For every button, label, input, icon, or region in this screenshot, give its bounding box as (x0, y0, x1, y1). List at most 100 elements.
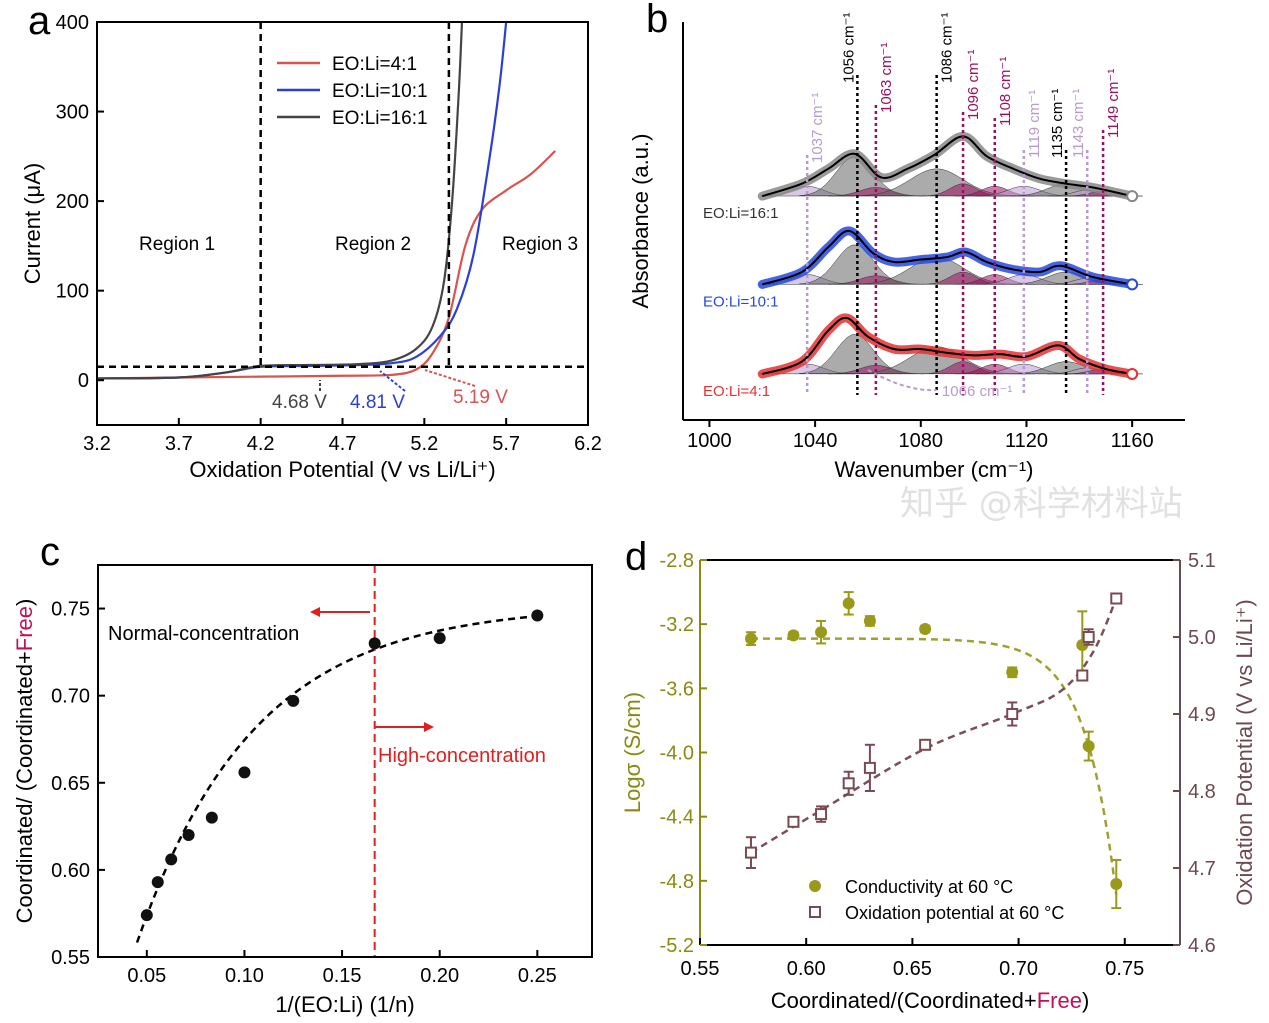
series-line-1 (96, 21, 508, 380)
y-tick-label: 0.55 (51, 947, 90, 969)
conductivity-point (863, 614, 876, 627)
x-tick-label: 0.55 (681, 958, 720, 980)
oxidation-point (815, 808, 828, 821)
x-tick-label: 1000 (687, 430, 732, 452)
x-tick-label: 5.2 (410, 433, 438, 455)
peak-label: 1119 cm⁻¹ (1026, 90, 1043, 158)
y-left-tick-label: -4.4 (660, 807, 694, 829)
conductivity-point (1110, 878, 1123, 891)
conductivity-point (1006, 666, 1019, 679)
conductivity-point (842, 597, 855, 610)
y-tick-label: 0.70 (51, 686, 90, 708)
peak-label: 1143 cm⁻¹ (1070, 89, 1087, 158)
x-tick-label: 1160 (1111, 430, 1154, 452)
legend-label: EO:Li=16:1 (332, 108, 428, 129)
onset-label: 4.68 V (272, 392, 327, 413)
legend-marker (809, 906, 821, 918)
spectrum-fit-0 (761, 316, 1133, 375)
arrowhead (424, 722, 434, 732)
y-right-tick-label: 4.8 (1188, 781, 1216, 803)
conductivity-point (815, 626, 828, 639)
conductivity-fit (750, 637, 1118, 896)
data-point (140, 909, 153, 922)
normal-concentration-label: Normal-concentration (108, 623, 299, 645)
y-left-axis-label: Logσ (S/cm) (620, 692, 645, 813)
legend-marker (809, 880, 821, 892)
onset-label: 4.81 V (350, 392, 405, 413)
y-right-tick-label: 4.6 (1188, 935, 1216, 957)
series-label: EO:Li=10:1 (703, 293, 778, 310)
y-tick-label: 400 (56, 12, 89, 34)
series-label: EO:Li=4:1 (703, 383, 770, 400)
peak-label: 1108 cm⁻¹ (997, 57, 1014, 126)
x-tick-label: 0.20 (420, 965, 459, 987)
oxidation-point (919, 738, 932, 751)
x-tick-label: 0.10 (225, 965, 264, 987)
oxidation-point (787, 815, 800, 828)
legend-label: EO:Li=10:1 (332, 81, 428, 102)
series-line-2 (96, 21, 464, 380)
conductivity-point (919, 622, 932, 635)
x-tick-label: 4.2 (247, 433, 275, 455)
y-left-tick-label: -5.2 (660, 935, 694, 957)
x-tick-label: 6.2 (574, 433, 602, 455)
x-axis-label: Wavenumber (cm⁻¹) (834, 457, 1033, 482)
panel-c: c 0.05 0.10 0.15 0.20 0.25 0.55 0.60 0.65 0.70 0.7… (12, 530, 593, 1017)
x-tick-label: 0.25 (518, 965, 557, 987)
oxidation-point (1110, 592, 1123, 605)
y-right-axis-label: Oxidation Potential (V vs Li/Li⁺) (1232, 599, 1257, 905)
oxidation-point (842, 777, 855, 790)
panel-b: b EO:Li=4:1 EO:Li=10:1 EO:Li=16:1 1037 cm⁻¹ 1… (628, 0, 1185, 482)
y-right-tick-label: 4.7 (1188, 858, 1216, 880)
annotation-arrow (424, 369, 476, 387)
x-axis-label: Oxidation Potential (V vs Li/Li⁺) (189, 457, 495, 482)
panel-label-d: d (625, 535, 647, 579)
oxidation-point (744, 846, 757, 859)
oxidation-point (1082, 631, 1095, 643)
data-point (151, 876, 164, 889)
x-tick-label: 1080 (899, 430, 944, 452)
x-tick-label: 3.7 (165, 433, 193, 455)
annotation-arrow (867, 369, 937, 392)
series-label: EO:Li=16:1 (703, 205, 778, 222)
y-left-tick-label: -4.8 (660, 871, 694, 893)
oxidation-point (1006, 708, 1019, 720)
data-point (238, 766, 251, 779)
x-tick-label: 0.15 (323, 965, 362, 987)
plot-frame-c (97, 564, 593, 958)
x-tick-label: 4.7 (329, 433, 357, 455)
peak-label: 1056 cm⁻¹ (840, 13, 857, 83)
annotation-arrow (379, 370, 406, 392)
x-tick-label: 1120 (1005, 430, 1048, 452)
x-tick-label: 5.7 (492, 433, 520, 455)
spectrum-end-marker (1126, 190, 1139, 203)
y-left-tick-label: -3.2 (660, 614, 694, 636)
y-axis-label: Absorbance (a.u.) (628, 134, 653, 309)
peak-label: 1086 cm⁻¹ (939, 13, 956, 83)
panel-label-b: b (646, 0, 668, 41)
panel-label-c: c (40, 530, 60, 574)
y-tick-label: 0.75 (51, 599, 90, 621)
legend-label: Oxidation potential at 60 °C (845, 903, 1064, 923)
spectrum-fit-1 (761, 229, 1133, 286)
peak-label: 1037 cm⁻¹ (809, 93, 826, 163)
y-axis-label-part: Coordinated/ (Coordinated+ (12, 651, 37, 923)
x-tick-label: 0.05 (127, 965, 166, 987)
y-tick-label: 0 (78, 370, 89, 392)
y-right-tick-label: 4.9 (1188, 704, 1216, 726)
conductivity-point (1082, 740, 1095, 753)
fit-curve (135, 615, 536, 943)
data-point (165, 853, 178, 866)
panel-label-a: a (28, 0, 51, 43)
y-right-tick-label: 5.0 (1188, 627, 1216, 649)
x-axis-label-part: Coordinated/(Coordinated+ (771, 988, 1037, 1013)
y-axis-label-part: ) (12, 599, 37, 606)
region-label: Region 3 (502, 234, 578, 255)
y-tick-label: 200 (56, 191, 89, 213)
spectrum-fit-2 (761, 135, 1133, 198)
arrowhead (310, 607, 320, 617)
data-point (287, 694, 300, 707)
series-line-0 (96, 150, 557, 380)
y-right-tick-label: 5.1 (1188, 550, 1216, 572)
